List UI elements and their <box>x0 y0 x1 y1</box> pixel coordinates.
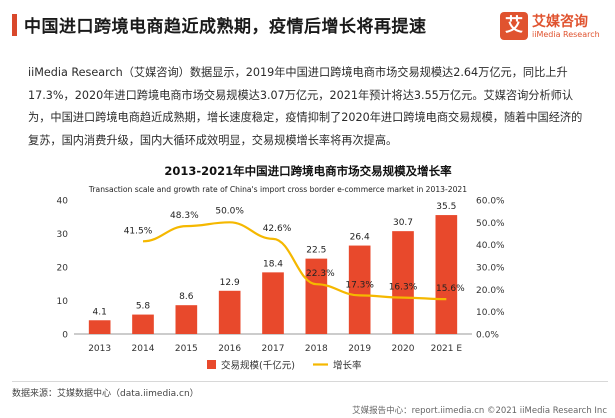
report-credit: 艾媒报告中心：report.iimedia.cn ©2021 iiMedia R… <box>352 406 607 416</box>
y-right-tick-label: 20.0% <box>476 286 505 296</box>
y-right-tick-label: 50.0% <box>476 219 505 229</box>
growth-rate-label: 16.3% <box>389 283 418 293</box>
logo-mark-icon: 艾 <box>500 12 528 40</box>
bar <box>88 320 111 334</box>
x-tick-label: 2021 E <box>431 344 463 354</box>
bar <box>392 231 414 334</box>
summary-paragraph: iiMedia Research（艾媒咨询）数据显示，2019年中国进口跨境电商… <box>28 66 583 147</box>
footer-divider <box>12 381 608 382</box>
x-tick-label: 2016 <box>218 344 241 354</box>
bar-value-label: 12.9 <box>220 278 240 288</box>
growth-rate-label: 22.3% <box>306 269 335 279</box>
x-tick-label: 2013 <box>88 344 111 354</box>
legend-bar-label: 交易规模(千亿元) <box>221 360 295 372</box>
chart-legend: 交易规模(千亿元) 增长率 <box>207 360 362 372</box>
y-left-tick-label: 30 <box>57 230 69 240</box>
chart-subtitle: Transaction scale and growth rate of Chi… <box>88 185 467 194</box>
bar <box>435 215 458 334</box>
bar-value-label: 18.4 <box>263 259 283 269</box>
bar <box>348 245 371 334</box>
bar-value-label: 4.1 <box>93 307 107 317</box>
y-right-tick-label: 0.0% <box>476 331 499 341</box>
brand-logo: 艾 艾媒咨询 iiMedia Research <box>500 10 608 46</box>
growth-rate-label: 50.0% <box>215 206 244 216</box>
x-tick-label: 2017 <box>262 344 285 354</box>
growth-rate-label: 42.6% <box>263 224 292 234</box>
growth-rate-label: 48.3% <box>170 211 199 221</box>
bar <box>305 258 328 334</box>
y-left-tick-label: 10 <box>57 297 69 307</box>
data-source: 数据来源：艾媒数据中心（data.iimedia.cn） <box>12 389 199 399</box>
logo-name: 艾媒咨询 <box>532 14 588 30</box>
title-accent-bar <box>12 14 17 36</box>
bar <box>218 290 241 334</box>
y-right-tick-label: 40.0% <box>476 241 505 251</box>
bar-value-label: 8.6 <box>179 292 194 302</box>
growth-rate-label: 41.5% <box>124 226 153 236</box>
x-tick-label: 2014 <box>132 344 155 354</box>
legend-line-label: 增长率 <box>333 360 362 372</box>
growth-rate-label: 15.6% <box>436 284 465 294</box>
x-tick-label: 2019 <box>348 344 371 354</box>
y-right-tick-label: 60.0% <box>476 197 505 207</box>
y-right-tick-label: 30.0% <box>476 264 505 274</box>
bar-value-label: 30.7 <box>393 218 413 228</box>
logo-subtitle: iiMedia Research <box>532 30 600 39</box>
y-right-tick-label: 10.0% <box>476 308 505 318</box>
bar <box>175 305 198 334</box>
page-title: 中国进口跨境电商趋近成熟期，疫情后增长将再提速 <box>24 17 427 37</box>
bar-value-label: 26.4 <box>350 233 370 243</box>
bar-value-label: 5.8 <box>136 302 151 312</box>
x-tick-label: 2020 <box>392 344 415 354</box>
growth-rate-line <box>142 221 447 301</box>
bar-value-label: 22.5 <box>306 246 326 256</box>
growth-rate-label: 17.3% <box>345 280 374 290</box>
y-left-tick-label: 0 <box>62 331 68 341</box>
x-tick-label: 2015 <box>175 344 198 354</box>
chart-title: 2013-2021年中国进口跨境电商市场交易规模及增长率 <box>164 164 452 178</box>
bar <box>132 314 154 334</box>
x-tick-label: 2018 <box>305 344 328 354</box>
bar <box>262 272 284 334</box>
legend-bar-swatch <box>207 360 216 369</box>
bar-value-label: 35.5 <box>436 202 456 212</box>
y-left-tick-label: 40 <box>57 197 69 207</box>
y-left-tick-label: 20 <box>57 264 69 274</box>
